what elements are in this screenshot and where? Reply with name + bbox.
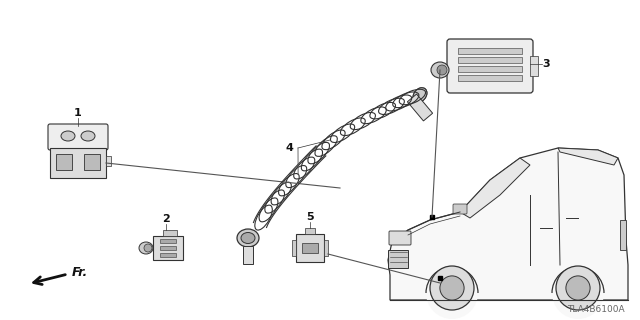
Ellipse shape xyxy=(139,242,153,254)
Bar xyxy=(153,236,183,260)
Bar xyxy=(56,154,72,170)
Text: 4: 4 xyxy=(285,143,293,153)
FancyBboxPatch shape xyxy=(48,124,108,150)
Bar xyxy=(106,156,111,166)
Bar xyxy=(458,48,522,54)
Ellipse shape xyxy=(431,62,449,78)
Bar xyxy=(305,228,315,234)
Bar xyxy=(296,234,324,262)
Bar xyxy=(292,240,296,256)
FancyBboxPatch shape xyxy=(389,231,411,245)
Ellipse shape xyxy=(81,131,95,141)
Ellipse shape xyxy=(413,88,427,102)
Bar xyxy=(302,243,318,253)
Bar xyxy=(243,246,253,264)
Bar xyxy=(530,56,538,76)
FancyBboxPatch shape xyxy=(447,39,533,93)
Bar xyxy=(160,246,176,250)
Ellipse shape xyxy=(144,244,152,252)
Text: TLA4B6100A: TLA4B6100A xyxy=(568,305,625,314)
Ellipse shape xyxy=(61,131,75,141)
Bar xyxy=(50,148,106,178)
Bar xyxy=(620,220,626,250)
Bar xyxy=(458,66,522,72)
Ellipse shape xyxy=(237,229,259,247)
Ellipse shape xyxy=(241,233,255,244)
Circle shape xyxy=(573,283,584,293)
Bar xyxy=(458,75,522,81)
Circle shape xyxy=(556,266,600,310)
Circle shape xyxy=(426,267,478,319)
Polygon shape xyxy=(558,148,618,165)
Bar xyxy=(458,57,522,63)
Circle shape xyxy=(566,276,590,300)
Ellipse shape xyxy=(437,65,447,75)
Bar xyxy=(408,94,433,121)
Polygon shape xyxy=(388,148,628,300)
Bar xyxy=(163,230,177,236)
Text: 3: 3 xyxy=(542,59,550,69)
Circle shape xyxy=(566,276,590,300)
Bar xyxy=(160,253,176,257)
Circle shape xyxy=(447,283,458,293)
Bar xyxy=(84,154,100,170)
FancyBboxPatch shape xyxy=(453,204,467,214)
Circle shape xyxy=(430,266,474,310)
Circle shape xyxy=(440,276,464,300)
Circle shape xyxy=(430,266,474,310)
Circle shape xyxy=(440,276,464,300)
Text: 1: 1 xyxy=(74,108,82,118)
Circle shape xyxy=(556,266,600,310)
Text: 2: 2 xyxy=(162,214,170,224)
Bar xyxy=(324,240,328,256)
Bar xyxy=(388,250,408,268)
Polygon shape xyxy=(460,158,530,218)
Text: Fr.: Fr. xyxy=(72,266,88,278)
Bar xyxy=(160,239,176,243)
Text: 5: 5 xyxy=(306,212,314,222)
Circle shape xyxy=(552,267,604,319)
